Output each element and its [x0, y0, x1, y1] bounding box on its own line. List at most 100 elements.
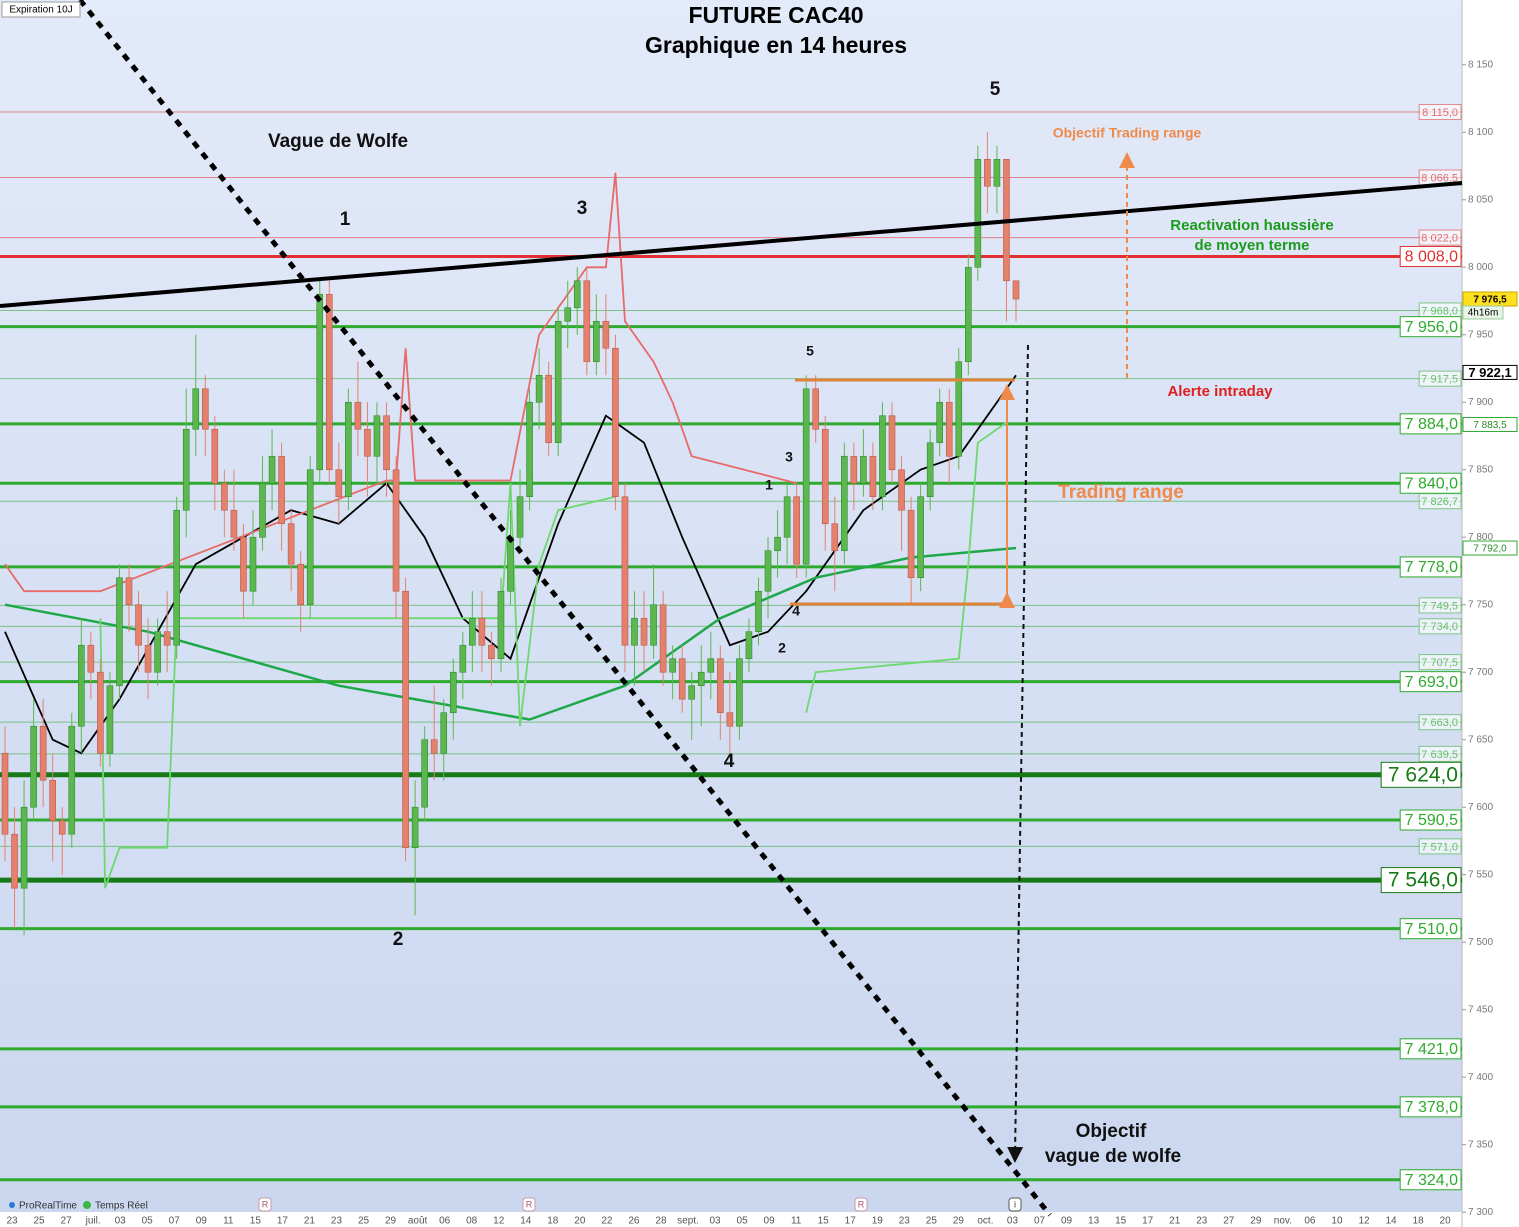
- candle-body: [812, 388, 820, 430]
- x-tick-label: 03: [709, 1216, 721, 1227]
- x-tick-label: 20: [1440, 1216, 1452, 1227]
- candle-body: [745, 631, 753, 660]
- level-label-box: [1418, 654, 1462, 671]
- level-label: 7 663,0: [1421, 717, 1458, 729]
- candle-body: [163, 631, 171, 646]
- wave-label: 5: [806, 343, 814, 359]
- level-label: 8 022,0: [1421, 232, 1458, 244]
- candle-body: [793, 496, 800, 565]
- candle-body: [383, 415, 390, 471]
- x-tick-label: 09: [196, 1216, 208, 1227]
- candle-body: [774, 536, 781, 552]
- x-tick-label: 11: [223, 1216, 234, 1227]
- x-tick-label: 15: [1115, 1216, 1127, 1227]
- candle-body: [955, 361, 963, 457]
- candle-body: [20, 806, 28, 889]
- x-tick-label: 29: [953, 1216, 965, 1227]
- level-label-box: [1399, 918, 1462, 940]
- y-tick-label: 7 650: [1468, 734, 1493, 745]
- candle-body: [869, 455, 877, 498]
- candle-body: [259, 482, 266, 538]
- y-tick-label: 7 700: [1468, 667, 1493, 678]
- wolfe-trend-line: [0, 181, 1463, 308]
- candle-body: [278, 455, 285, 525]
- y-tick-label: 8 050: [1468, 194, 1493, 205]
- footer-status: Temps Réel: [95, 1201, 148, 1212]
- level-label-box: [1399, 556, 1462, 578]
- y-tick-label: 8 000: [1468, 262, 1493, 273]
- plot-background: [0, 0, 1462, 1212]
- level-label-box: [1399, 1096, 1462, 1118]
- candle-body: [650, 604, 657, 646]
- candle-body: [659, 604, 667, 673]
- x-tick-label: 25: [926, 1216, 938, 1227]
- candle-body: [621, 496, 629, 646]
- level-label-box: [1418, 618, 1462, 635]
- level-label-box: [1418, 714, 1462, 731]
- candle-body: [335, 469, 343, 498]
- candle-body: [316, 293, 324, 471]
- levels: 8 115,0 8 066,5 8 022,0 8 008,0 7 968,0 7 956…: [0, 104, 1462, 1191]
- price-tag-box: [1462, 540, 1518, 556]
- x-tick-label: 18: [1413, 1216, 1425, 1227]
- x-tick-label: 14: [520, 1216, 532, 1227]
- annotation: Vague de Wolfe: [268, 131, 408, 152]
- x-tick-label: juil.: [85, 1216, 101, 1227]
- price-tag-box: [1462, 417, 1518, 433]
- x-tick-label: 05: [737, 1216, 749, 1227]
- candle-body: [440, 712, 448, 754]
- candle-body: [192, 388, 200, 430]
- event-marker-box: [522, 1197, 536, 1212]
- candle-body: [144, 644, 152, 673]
- candle-body: [78, 644, 85, 727]
- annotation: Reactivation haussière: [1170, 217, 1333, 234]
- level-label-box: [1399, 1038, 1462, 1060]
- candle-body: [1012, 280, 1020, 300]
- candle-body: [173, 509, 180, 646]
- candle-body: [154, 631, 161, 673]
- x-tick-label: 19: [872, 1216, 884, 1227]
- x-tick-label: 28: [655, 1216, 667, 1227]
- x-tick-label: 17: [1142, 1216, 1154, 1227]
- chart-title: FUTURE CAC40: [688, 2, 863, 28]
- x-tick-label: 26: [628, 1216, 640, 1227]
- level-label: 7 378,0: [1405, 1099, 1458, 1116]
- brand-icon: [9, 1202, 15, 1208]
- level-label-box: [1418, 838, 1462, 855]
- y-tick-label: 7 500: [1468, 937, 1493, 948]
- candle-body: [125, 577, 133, 606]
- timer: 4h16m: [1468, 308, 1499, 319]
- candle-body: [39, 725, 47, 781]
- candle-body: [984, 158, 991, 187]
- candle-body: [459, 644, 467, 673]
- candle-body: [535, 374, 543, 403]
- candle-body: [640, 617, 648, 646]
- level-label: 7 639,5: [1421, 749, 1458, 761]
- level-label-box: [1418, 493, 1462, 510]
- candles: [1, 132, 1020, 936]
- level-label: 7 707,5: [1421, 657, 1458, 669]
- candle-body: [364, 428, 371, 457]
- x-tick-label: 10: [1331, 1216, 1343, 1227]
- candle-body: [755, 590, 762, 633]
- indicator-line: [4, 546, 1017, 721]
- x-tick-label: 27: [1223, 1216, 1235, 1227]
- price-tag: 7 922,1: [1468, 365, 1511, 380]
- annotation: Alerte intraday: [1167, 383, 1273, 400]
- price-tag: 7 976,5: [1473, 295, 1507, 306]
- candle-body: [926, 442, 934, 498]
- candle-body: [249, 536, 257, 592]
- badge: Expiration 10J: [9, 5, 72, 16]
- candle-body: [821, 428, 829, 525]
- candle-body: [631, 617, 638, 646]
- wave-label: 1: [340, 209, 351, 230]
- level-label-box: [1418, 104, 1462, 121]
- x-tick-label: 17: [277, 1216, 289, 1227]
- level-label: 8 115,0: [1422, 107, 1458, 119]
- candle-body: [106, 685, 114, 754]
- price-tag: 7 883,5: [1473, 420, 1507, 431]
- y-tick-label: 7 450: [1468, 1004, 1493, 1015]
- candle-body: [697, 671, 705, 687]
- level-label: 8 066,5: [1421, 172, 1458, 184]
